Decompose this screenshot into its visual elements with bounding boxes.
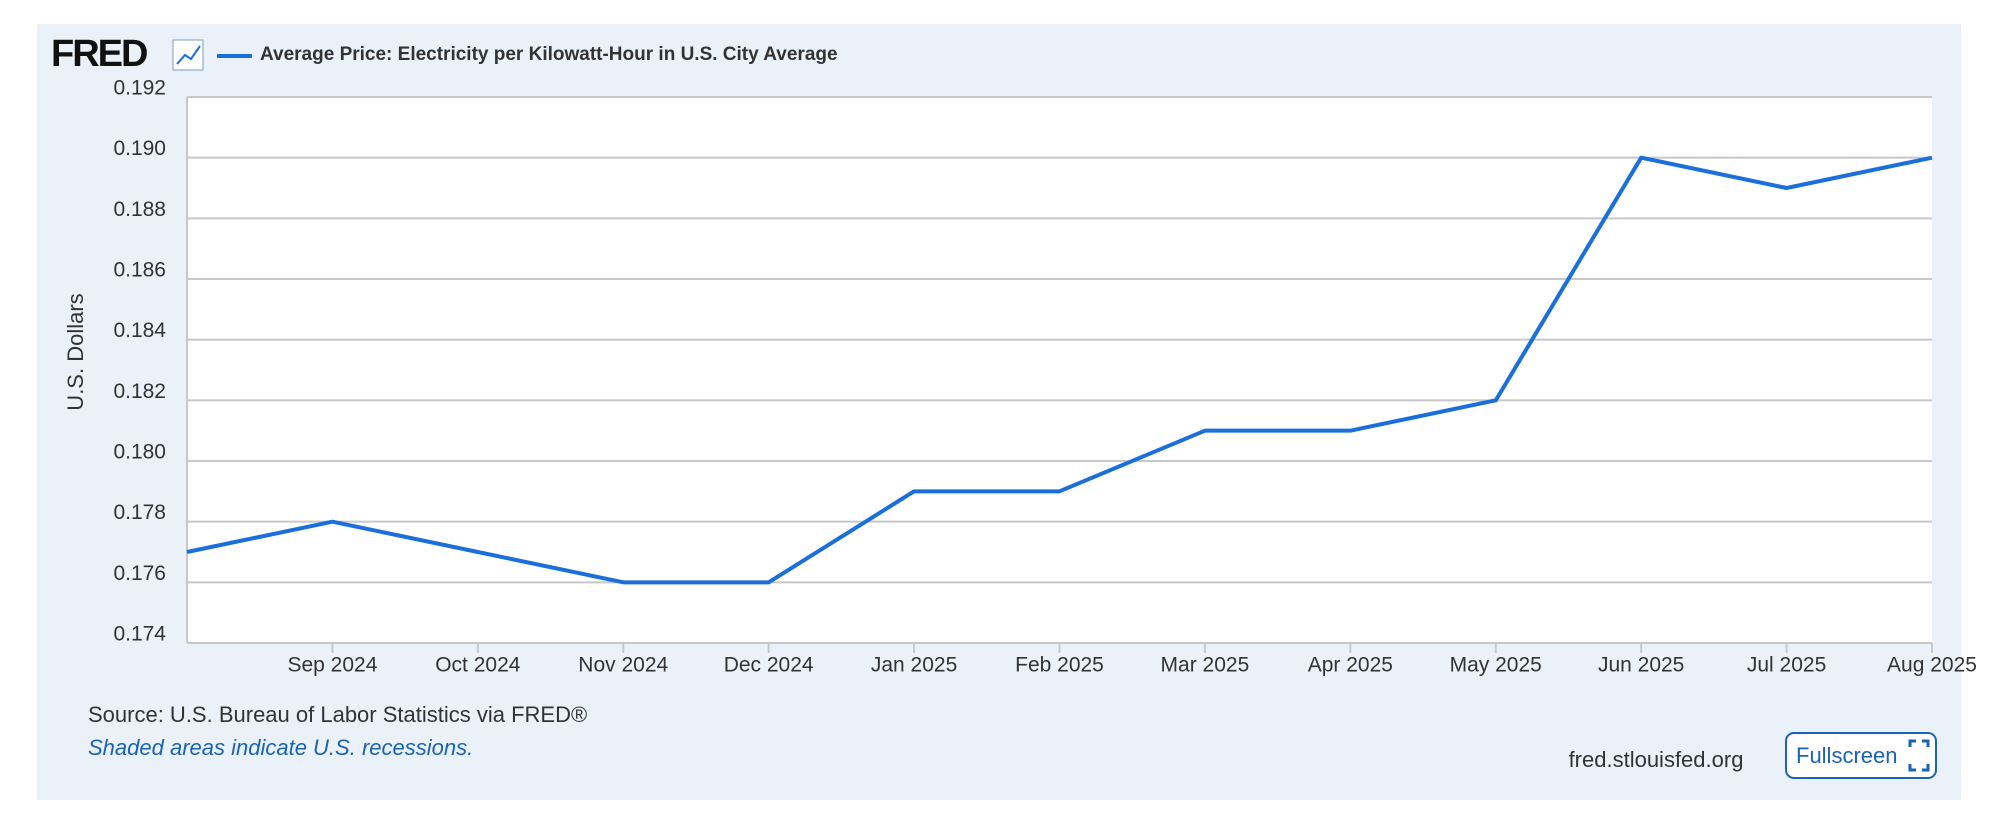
- y-tick-label: 0.190: [113, 137, 166, 160]
- x-tick-label: May 2025: [1450, 654, 1542, 677]
- y-tick-label: 0.184: [113, 319, 166, 342]
- y-axis-title: U.S. Dollars: [63, 293, 88, 410]
- y-tick-label: 0.188: [113, 198, 166, 221]
- x-tick-label: Jan 2025: [871, 654, 957, 677]
- legend-label: Average Price: Electricity per Kilowatt-…: [260, 44, 838, 65]
- x-tick-label: Feb 2025: [1015, 654, 1104, 677]
- plot-area: [187, 97, 1932, 643]
- y-tick-label: 0.174: [113, 623, 166, 646]
- logo-icon-line: [176, 45, 201, 65]
- x-tick-label: Sep 2024: [287, 654, 377, 677]
- button-label[interactable]: Fullscreen: [1796, 743, 1897, 768]
- x-tick-label: Jul 2025: [1747, 654, 1826, 677]
- y-tick-label: 0.192: [113, 77, 166, 100]
- series-line: [186, 155, 1933, 585]
- fullscreen-icon[interactable]: [1908, 739, 1930, 772]
- source: Source: U.S. Bureau of Labor Statistics …: [88, 702, 587, 727]
- x-tick-label: Dec 2024: [724, 654, 814, 677]
- x-tick-label: Oct 2024: [435, 654, 521, 677]
- site[interactable]: fred.stlouisfed.org: [1569, 747, 1744, 772]
- x-tick-label: Mar 2025: [1161, 654, 1250, 677]
- fullscreen-button[interactable]: [1785, 732, 1937, 779]
- y-tick-label: 0.180: [113, 441, 166, 464]
- y-tick-label: 0.176: [113, 562, 166, 585]
- logo: FRED: [51, 33, 147, 75]
- y-tick-label: 0.182: [113, 380, 166, 403]
- x-tick-label: Aug 2025: [1887, 654, 1977, 677]
- y-tick-label: 0.186: [113, 259, 166, 282]
- x-tick-label: Jun 2025: [1598, 654, 1684, 677]
- note[interactable]: Shaded areas indicate U.S. recessions.: [88, 735, 473, 760]
- x-tick-label: Nov 2024: [578, 654, 668, 677]
- x-tick-label: Apr 2025: [1308, 654, 1393, 677]
- y-tick-label: 0.178: [113, 501, 166, 524]
- logo-icon: [172, 39, 204, 71]
